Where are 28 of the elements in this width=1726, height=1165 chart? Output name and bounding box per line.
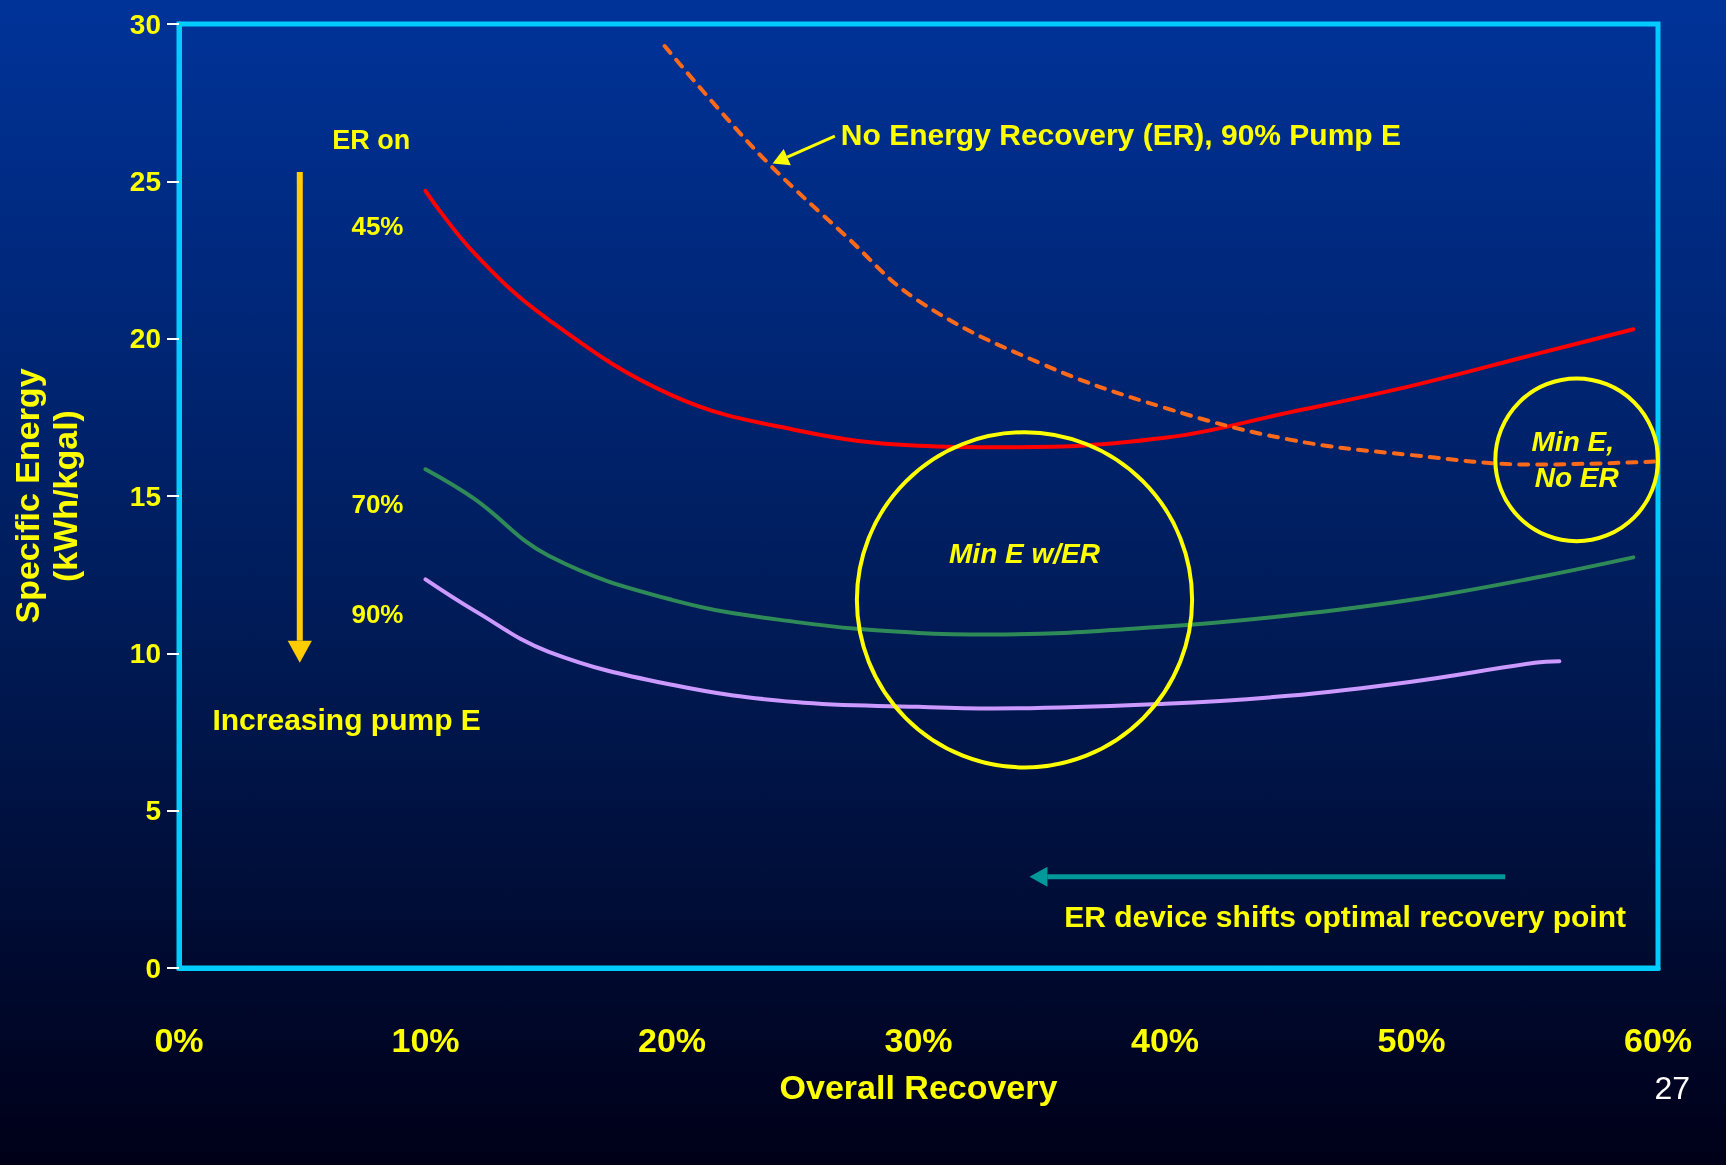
- y-tick-label: 5: [145, 795, 161, 827]
- y-tick-label: 30: [129, 8, 161, 40]
- y-tick-label: 25: [129, 165, 161, 197]
- x-tick-label: 0%: [154, 1021, 204, 1059]
- annotation: ER on: [332, 125, 411, 156]
- annotation: No Energy Recovery (ER), 90% Pump E: [840, 117, 1402, 151]
- series-label: 70%: [351, 489, 404, 520]
- line-series: [423, 577, 1562, 711]
- x-tick-label: 30%: [884, 1021, 953, 1059]
- annotation: Min E w/ER: [949, 538, 1101, 570]
- y-tick-label: 15: [129, 480, 161, 512]
- annotation: Min E, No ER: [1531, 426, 1622, 494]
- x-tick-label: 60%: [1623, 1021, 1693, 1059]
- annotation: Increasing pump E: [212, 702, 481, 736]
- y-axis-title: Specific Energy (kWh/kgal): [8, 368, 84, 624]
- x-tick-label: 40%: [1130, 1021, 1200, 1059]
- x-tick-label: 50%: [1377, 1021, 1446, 1059]
- x-tick-label: 10%: [391, 1021, 460, 1059]
- annotation: ER device shifts optimal recovery point: [1064, 899, 1626, 933]
- y-tick-label: 20: [129, 323, 161, 355]
- y-tick-label: 10: [129, 637, 161, 669]
- text: 27: [1654, 1070, 1690, 1106]
- line-series: [423, 467, 1636, 637]
- y-tick-label: 0: [145, 952, 161, 984]
- series-label: 45%: [351, 210, 404, 241]
- series-label: 90%: [351, 599, 404, 630]
- x-tick-label: 20%: [637, 1021, 707, 1059]
- x-axis-title: Overall Recovery: [779, 1068, 1058, 1106]
